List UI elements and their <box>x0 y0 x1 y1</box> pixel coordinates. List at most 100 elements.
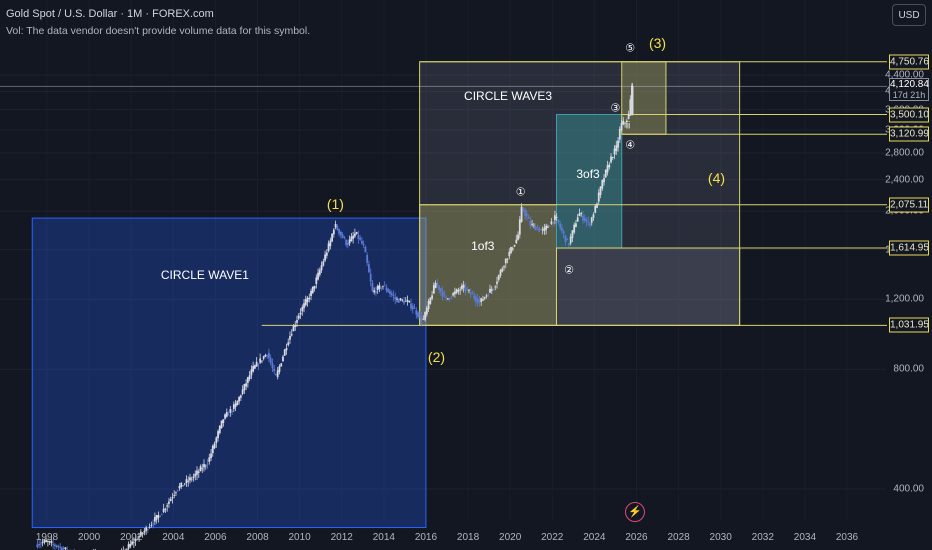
candle-body-117 <box>241 389 244 394</box>
candle-body-63 <box>146 529 149 531</box>
candle-body-209 <box>403 300 405 304</box>
lightning-icon[interactable]: ⚡ <box>625 502 645 522</box>
candle-body-135 <box>273 368 276 372</box>
candle-body-261 <box>494 286 497 288</box>
candle-body-328 <box>611 157 614 158</box>
candle-body-274 <box>517 234 519 240</box>
candle-body-187 <box>364 246 367 253</box>
wave-label-2: (3) <box>648 34 667 51</box>
candle-body-131 <box>266 354 269 356</box>
candle-body-281 <box>529 220 532 226</box>
candle-body-77 <box>171 497 174 499</box>
candle-body-107 <box>224 414 226 419</box>
candle-body-295 <box>553 215 556 220</box>
candle-body-79 <box>175 492 177 494</box>
current-price-value: 4,120.84 <box>890 79 929 91</box>
candle-body-268 <box>506 258 509 260</box>
zone-box-1 <box>419 61 741 326</box>
candle-body-109 <box>227 414 230 416</box>
candle-body-313 <box>585 219 588 222</box>
candle-body-112 <box>232 404 235 410</box>
candle-body-294 <box>552 221 555 224</box>
candle-body-181 <box>353 233 356 237</box>
minor-wave-label-5: ii <box>625 120 631 132</box>
candle-body-257 <box>487 294 490 296</box>
candle-body-317 <box>592 214 595 218</box>
candle-body-157 <box>311 286 314 293</box>
candle-body-168 <box>331 233 333 242</box>
price-level-label-2: 3,120.99 <box>889 126 929 142</box>
candle-body-150 <box>299 312 302 315</box>
candle-body-193 <box>375 291 377 293</box>
x-tick-label-15: 2028 <box>667 532 690 543</box>
candle-body-269 <box>508 251 511 257</box>
wave-label-3: (4) <box>707 170 726 187</box>
x-tick-label-3: 2004 <box>162 532 185 543</box>
candle-body-144 <box>289 336 291 340</box>
candle-body-330 <box>615 145 618 152</box>
candle-body-129 <box>262 356 265 359</box>
candle-body-224 <box>429 297 432 304</box>
candle-body-163 <box>322 261 325 266</box>
candle-body-99 <box>210 453 212 459</box>
x-tick-label-1: 2000 <box>77 532 101 543</box>
candle-body-282 <box>531 224 533 225</box>
candle-body-159 <box>315 277 318 285</box>
candle-body-170 <box>334 223 337 228</box>
candle-body-120 <box>246 377 249 383</box>
candle-body-164 <box>324 254 326 261</box>
candle-body-303 <box>568 243 570 245</box>
zone-box-5 <box>555 247 741 326</box>
candle-body-92 <box>197 471 200 473</box>
candle-body-237 <box>452 293 455 296</box>
candle-body-122 <box>250 369 253 376</box>
candle-body-219 <box>420 316 423 322</box>
candle-body-205 <box>396 298 398 300</box>
candle-body-319 <box>596 203 598 208</box>
candle-body-314 <box>587 221 590 223</box>
candle-body-62 <box>145 527 148 531</box>
candle-body-85 <box>185 479 188 484</box>
candle-body-121 <box>248 375 251 380</box>
wave-label-0: (1) <box>326 196 344 213</box>
candle-body-2 <box>39 543 42 545</box>
candle-body-165 <box>325 252 328 256</box>
candle-body-104 <box>218 425 221 434</box>
candle-body-264 <box>499 270 502 276</box>
candle-body-289 <box>543 227 546 232</box>
candle-body-204 <box>394 297 397 300</box>
candle-body-220 <box>422 318 425 320</box>
candle-body-182 <box>355 232 358 235</box>
candle-body-143 <box>287 342 290 346</box>
candle-body-95 <box>203 464 205 468</box>
candle-body-94 <box>201 468 204 470</box>
candle-body-149 <box>297 315 300 319</box>
candle-body-298 <box>559 223 562 228</box>
candle-body-252 <box>478 300 481 302</box>
minor-wave-label-3: ④ <box>625 139 636 152</box>
minor-wave-label-1: ② <box>564 264 575 277</box>
candle-body-103 <box>217 431 219 439</box>
candle-body-88 <box>190 478 193 480</box>
candle-body-71 <box>161 513 163 515</box>
candle-body-133 <box>269 358 272 364</box>
candle-body-137 <box>276 370 279 378</box>
candle-body-194 <box>376 286 379 291</box>
candle-body-203 <box>392 295 395 297</box>
volume-note: Vol: The data vendor doesn't provide vol… <box>6 25 311 37</box>
candle-body-130 <box>264 354 267 357</box>
candle-body-290 <box>545 225 548 230</box>
candle-body-126 <box>257 364 260 366</box>
candle-body-309 <box>578 213 581 217</box>
candle-body-325 <box>606 165 609 173</box>
candle-body-210 <box>404 300 407 302</box>
candle-body-3 <box>41 542 44 544</box>
candle-body-9 <box>52 543 55 545</box>
y-tick-label-2: 1,200.00 <box>885 293 924 305</box>
candle-body-176 <box>345 239 348 245</box>
currency-button[interactable]: USD <box>892 4 926 26</box>
candle-body-198 <box>383 285 386 287</box>
candle-body-80 <box>176 490 179 491</box>
candle-body-140 <box>282 356 284 362</box>
